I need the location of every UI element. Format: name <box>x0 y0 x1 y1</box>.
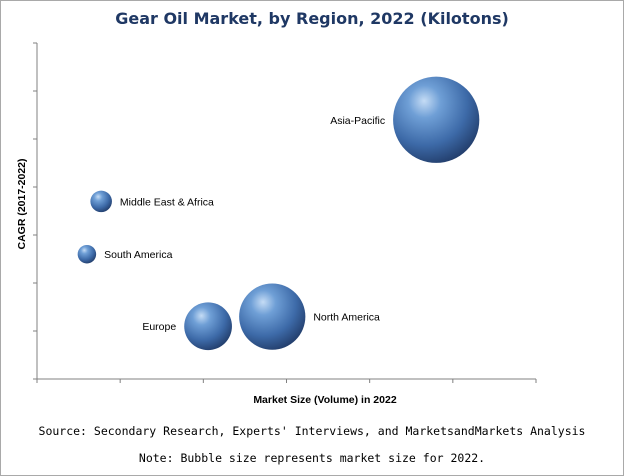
bubble-north-america <box>239 283 306 350</box>
bubble-labels: Asia-Pacific Middle East & Africa South Am… <box>104 115 385 333</box>
bubble-asia-pacific <box>393 76 480 163</box>
chart-title: Gear Oil Market, by Region, 2022 (Kiloto… <box>115 9 509 28</box>
bubble-series <box>77 76 480 351</box>
bubble-europe <box>184 302 232 351</box>
source-note: Source: Secondary Research, Experts' Int… <box>38 424 586 438</box>
bubble-label: Asia-Pacific <box>330 115 385 127</box>
bubble-label: Middle East & Africa <box>120 196 214 208</box>
x-axis-label: Market Size (Volume) in 2022 <box>253 394 397 406</box>
bubble-south-america <box>77 244 97 264</box>
bubble-size-note: Note: Bubble size represents market size… <box>138 451 486 465</box>
bubble-middle-east-africa <box>90 190 112 213</box>
bubble-label: North America <box>313 312 380 324</box>
bubble-label: Europe <box>142 321 176 333</box>
y-axis-label: CAGR (2017-2022) <box>16 158 28 249</box>
bubble-chart: Asia-Pacific Middle East & Africa South Am… <box>16 42 537 406</box>
axis-ticks <box>33 42 537 383</box>
bubble-label: South America <box>104 249 172 261</box>
